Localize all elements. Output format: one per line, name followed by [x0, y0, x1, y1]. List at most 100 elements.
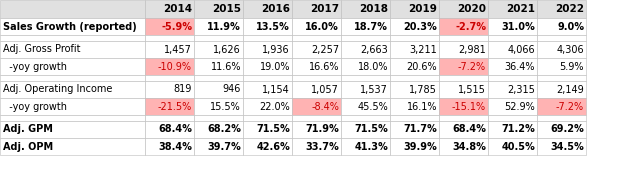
- Bar: [537, 81, 586, 98]
- Text: Adj. OPM: Adj. OPM: [3, 142, 53, 152]
- Text: 41.3%: 41.3%: [354, 142, 388, 152]
- Text: 18.0%: 18.0%: [358, 61, 388, 71]
- Text: -8.4%: -8.4%: [311, 102, 339, 112]
- Bar: [537, 121, 586, 138]
- Bar: [0, 138, 145, 155]
- Text: 1,515: 1,515: [458, 85, 486, 95]
- Text: 71.2%: 71.2%: [501, 125, 535, 134]
- Text: 2014: 2014: [163, 4, 192, 14]
- Bar: [243, 121, 292, 138]
- Bar: [292, 75, 341, 81]
- Bar: [439, 138, 488, 155]
- Text: 5.9%: 5.9%: [559, 61, 584, 71]
- Text: 13.5%: 13.5%: [256, 21, 290, 31]
- Bar: [194, 0, 243, 18]
- Bar: [194, 18, 243, 35]
- Text: 4,306: 4,306: [557, 45, 584, 55]
- Bar: [439, 58, 488, 75]
- Text: 819: 819: [174, 85, 192, 95]
- Bar: [488, 138, 537, 155]
- Bar: [488, 115, 537, 121]
- Bar: [0, 115, 145, 121]
- Bar: [243, 115, 292, 121]
- Text: Adj. Operating Income: Adj. Operating Income: [3, 85, 112, 95]
- Bar: [145, 138, 194, 155]
- Bar: [341, 0, 390, 18]
- Text: 2017: 2017: [310, 4, 339, 14]
- Bar: [194, 121, 243, 138]
- Bar: [0, 18, 145, 35]
- Bar: [292, 41, 341, 58]
- Text: Sales Growth (reported): Sales Growth (reported): [3, 21, 137, 31]
- Text: 69.2%: 69.2%: [550, 125, 584, 134]
- Bar: [145, 75, 194, 81]
- Bar: [537, 0, 586, 18]
- Bar: [390, 115, 439, 121]
- Bar: [243, 75, 292, 81]
- Bar: [341, 115, 390, 121]
- Bar: [537, 115, 586, 121]
- Bar: [488, 98, 537, 115]
- Bar: [292, 35, 341, 41]
- Bar: [390, 41, 439, 58]
- Text: 36.4%: 36.4%: [505, 61, 535, 71]
- Text: 1,057: 1,057: [311, 85, 339, 95]
- Bar: [439, 41, 488, 58]
- Text: 4,066: 4,066: [507, 45, 535, 55]
- Bar: [194, 35, 243, 41]
- Text: 2016: 2016: [261, 4, 290, 14]
- Text: 2,315: 2,315: [507, 85, 535, 95]
- Bar: [145, 18, 194, 35]
- Bar: [292, 81, 341, 98]
- Bar: [390, 98, 439, 115]
- Bar: [390, 81, 439, 98]
- Text: 20.6%: 20.6%: [406, 61, 437, 71]
- Bar: [194, 58, 243, 75]
- Bar: [390, 0, 439, 18]
- Text: 16.0%: 16.0%: [305, 21, 339, 31]
- Text: 9.0%: 9.0%: [557, 21, 584, 31]
- Bar: [488, 81, 537, 98]
- Text: 39.9%: 39.9%: [403, 142, 437, 152]
- Text: 2021: 2021: [506, 4, 535, 14]
- Bar: [390, 58, 439, 75]
- Bar: [0, 41, 145, 58]
- Bar: [439, 98, 488, 115]
- Bar: [145, 98, 194, 115]
- Bar: [488, 121, 537, 138]
- Text: 2,663: 2,663: [360, 45, 388, 55]
- Bar: [0, 35, 145, 41]
- Bar: [488, 75, 537, 81]
- Text: 34.8%: 34.8%: [452, 142, 486, 152]
- Bar: [292, 0, 341, 18]
- Text: 34.5%: 34.5%: [550, 142, 584, 152]
- Bar: [243, 41, 292, 58]
- Bar: [0, 75, 145, 81]
- Text: -7.2%: -7.2%: [556, 102, 584, 112]
- Bar: [439, 35, 488, 41]
- Bar: [292, 138, 341, 155]
- Text: 31.0%: 31.0%: [501, 21, 535, 31]
- Text: 22.0%: 22.0%: [259, 102, 290, 112]
- Bar: [0, 81, 145, 98]
- Bar: [537, 58, 586, 75]
- Bar: [341, 35, 390, 41]
- Text: 1,626: 1,626: [213, 45, 241, 55]
- Bar: [390, 75, 439, 81]
- Bar: [145, 41, 194, 58]
- Bar: [292, 58, 341, 75]
- Bar: [243, 0, 292, 18]
- Text: 71.9%: 71.9%: [305, 125, 339, 134]
- Bar: [488, 58, 537, 75]
- Text: 16.1%: 16.1%: [406, 102, 437, 112]
- Bar: [145, 121, 194, 138]
- Text: 1,537: 1,537: [360, 85, 388, 95]
- Bar: [537, 138, 586, 155]
- Bar: [243, 138, 292, 155]
- Text: 2,149: 2,149: [556, 85, 584, 95]
- Bar: [341, 75, 390, 81]
- Bar: [243, 18, 292, 35]
- Text: -5.9%: -5.9%: [161, 21, 192, 31]
- Text: 71.7%: 71.7%: [403, 125, 437, 134]
- Text: -21.5%: -21.5%: [158, 102, 192, 112]
